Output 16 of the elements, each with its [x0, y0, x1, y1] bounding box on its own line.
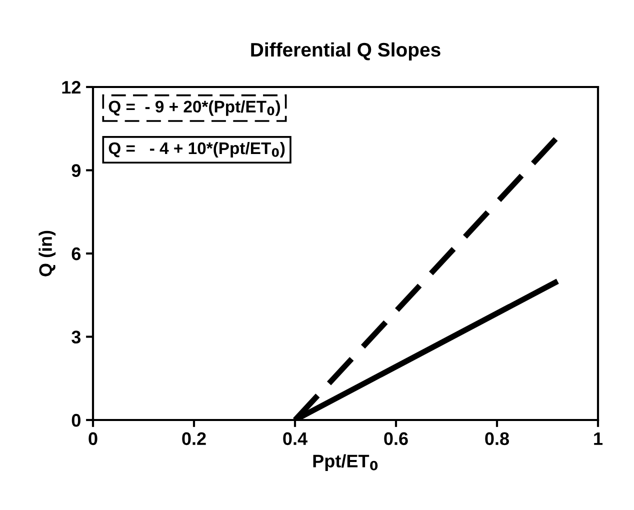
x-tick-label: 0.4: [283, 432, 308, 446]
y-axis-title: Q (in): [38, 230, 56, 276]
y-tick-label: 9: [72, 164, 81, 177]
x-tick-label: 0: [88, 432, 98, 446]
y-tick-label: 3: [72, 330, 81, 344]
y-tick-label: 0: [72, 414, 80, 427]
text: Q = - 4 + 10*(Ppt/ET$_{0}$): [108, 142, 285, 158]
x-axis-title: Ppt/ET$_{0}$: [313, 454, 378, 472]
x-tick-label: 0.6: [384, 432, 408, 446]
chart-title: Differential Q Slopes: [251, 42, 440, 60]
x-tick-label: 1: [594, 432, 603, 445]
text: Q = - 9 + 20*(Ppt/ET$_{0}$): [108, 100, 280, 116]
y-tick-label: 6: [72, 247, 81, 260]
x-tick-label: 0.8: [485, 432, 509, 446]
y-tick-label: 12: [62, 80, 80, 94]
x-tick-label: 0.2: [182, 432, 206, 446]
